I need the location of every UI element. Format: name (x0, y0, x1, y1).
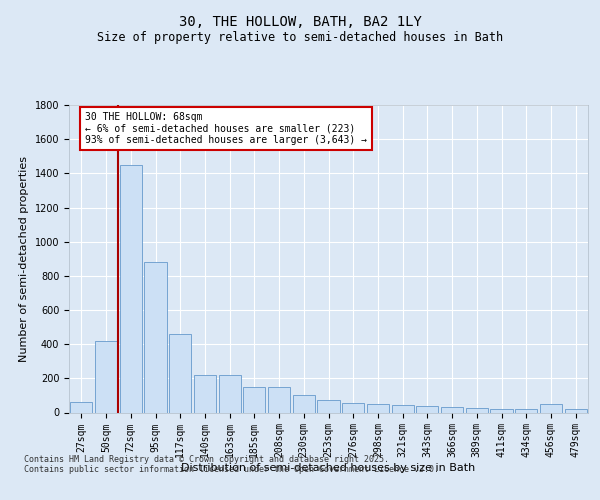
Bar (466, 408, 488, 412)
Bar (540, 404, 562, 412)
Bar (145, 262, 167, 412)
Bar (169, 334, 191, 412)
Bar (565, 410, 587, 412)
Text: 30, THE HOLLOW, BATH, BA2 1LY: 30, THE HOLLOW, BATH, BA2 1LY (179, 16, 421, 30)
Bar (194, 375, 216, 412)
Text: Size of property relative to semi-detached houses in Bath: Size of property relative to semi-detach… (97, 31, 503, 44)
Bar (392, 405, 414, 412)
Y-axis label: Number of semi-detached properties: Number of semi-detached properties (19, 156, 29, 362)
Bar (416, 406, 439, 412)
Bar (293, 396, 315, 412)
Bar (268, 387, 290, 412)
Bar (243, 387, 265, 412)
Bar (70, 402, 92, 412)
Bar (218, 375, 241, 412)
Bar (515, 410, 538, 412)
Text: Contains HM Land Registry data © Crown copyright and database right 2025.
Contai: Contains HM Land Registry data © Crown c… (24, 455, 439, 474)
Text: 30 THE HOLLOW: 68sqm
← 6% of semi-detached houses are smaller (223)
93% of semi-: 30 THE HOLLOW: 68sqm ← 6% of semi-detach… (85, 112, 367, 145)
Bar (441, 407, 463, 412)
X-axis label: Distribution of semi-detached houses by size in Bath: Distribution of semi-detached houses by … (181, 463, 476, 473)
Bar (367, 404, 389, 412)
Bar (490, 408, 512, 412)
Bar (317, 400, 340, 412)
Bar (119, 165, 142, 412)
Bar (95, 341, 117, 412)
Bar (342, 403, 364, 412)
